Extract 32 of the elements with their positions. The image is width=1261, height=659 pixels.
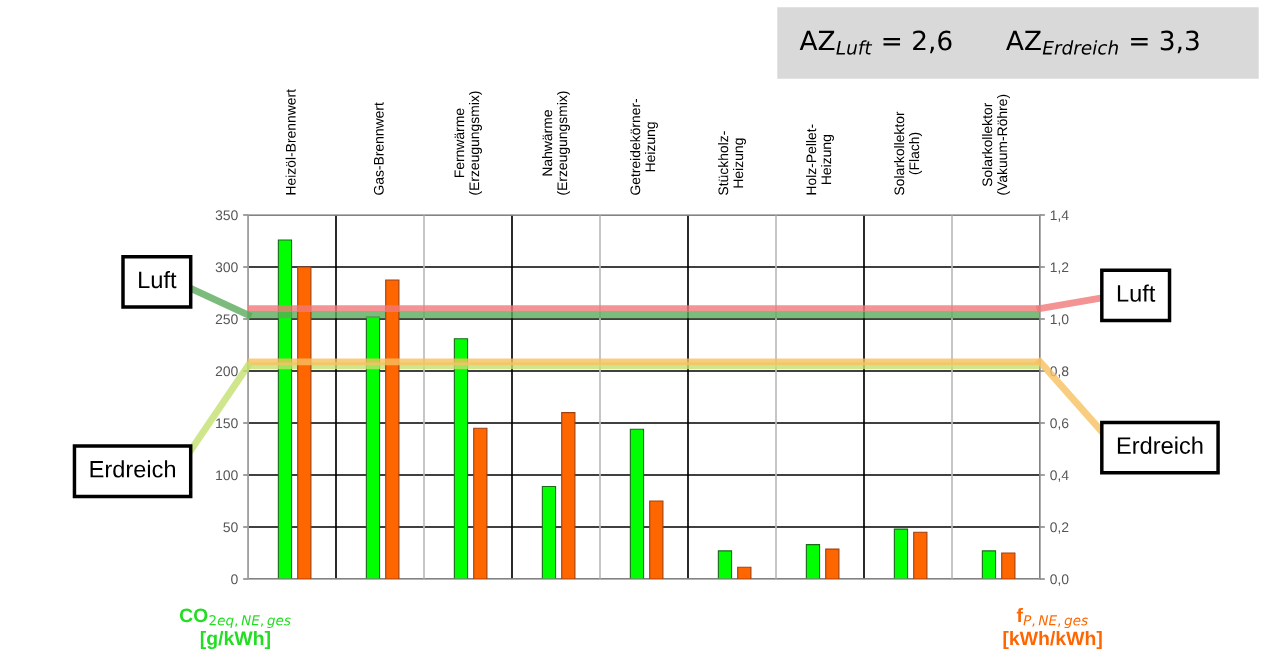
y2-tick-label: 0,2 bbox=[1050, 522, 1069, 534]
y-tick-label: 200 bbox=[215, 366, 238, 377]
x-tick-label: Holz-Pellet- Heizung bbox=[806, 124, 834, 195]
y2-axis-title: f$_{P,NE,ges}$ [kWh/kWh] bbox=[1003, 607, 1102, 650]
ref-line-label: Luft bbox=[139, 270, 177, 289]
x-tick-label: Heizöl-Brennwert bbox=[285, 89, 296, 195]
x-tick-label: Stückholz- Heizung bbox=[718, 131, 746, 195]
y-tick-label: 50 bbox=[223, 522, 238, 533]
y2-tick-label: 0,6 bbox=[1050, 418, 1069, 430]
y2-tick-label: 1,0 bbox=[1050, 314, 1069, 326]
x-tick-label: Solarkollektor (Flach) bbox=[894, 111, 922, 195]
ref-line-label: Erdreich bbox=[1117, 436, 1203, 454]
y-tick-label: 0 bbox=[231, 574, 238, 585]
y2-tick-label: 0,4 bbox=[1050, 470, 1069, 482]
y-tick-label: 300 bbox=[215, 262, 238, 273]
y-tick-label: 100 bbox=[216, 470, 238, 481]
y-tick-label: 350 bbox=[215, 210, 238, 221]
y-tick-label: 250 bbox=[215, 314, 238, 325]
x-tick-label: Solarkollektor (Vakuum-Röhre) bbox=[982, 94, 1010, 195]
y2-tick-label: 1,2 bbox=[1050, 262, 1069, 274]
ref-line-label: Luft bbox=[1117, 284, 1156, 302]
y-tick-label: 150 bbox=[216, 418, 238, 429]
x-tick-label: Fernwärme (Erzeugungsmix) bbox=[454, 91, 482, 195]
x-tick-label: Nahwärme (Erzeugungsmix) bbox=[542, 91, 570, 195]
ref-line-label: Erdreich bbox=[90, 460, 176, 478]
y2-tick-label: 0,0 bbox=[1050, 574, 1069, 586]
text: AZ$_{Luft}$ = 2,6 bbox=[799, 30, 952, 55]
x-tick-label: Getreidekörner- Heizung bbox=[630, 98, 658, 195]
x-tick-label: Gas-Brennwert bbox=[373, 102, 384, 195]
text: AZ$_{Erdreich}$ = 3,3 bbox=[1006, 30, 1199, 55]
y-axis-title: CO$_{2eq,NE,ges}$ [g/kWh] bbox=[179, 608, 291, 650]
y2-tick-label: 1,4 bbox=[1050, 210, 1069, 222]
